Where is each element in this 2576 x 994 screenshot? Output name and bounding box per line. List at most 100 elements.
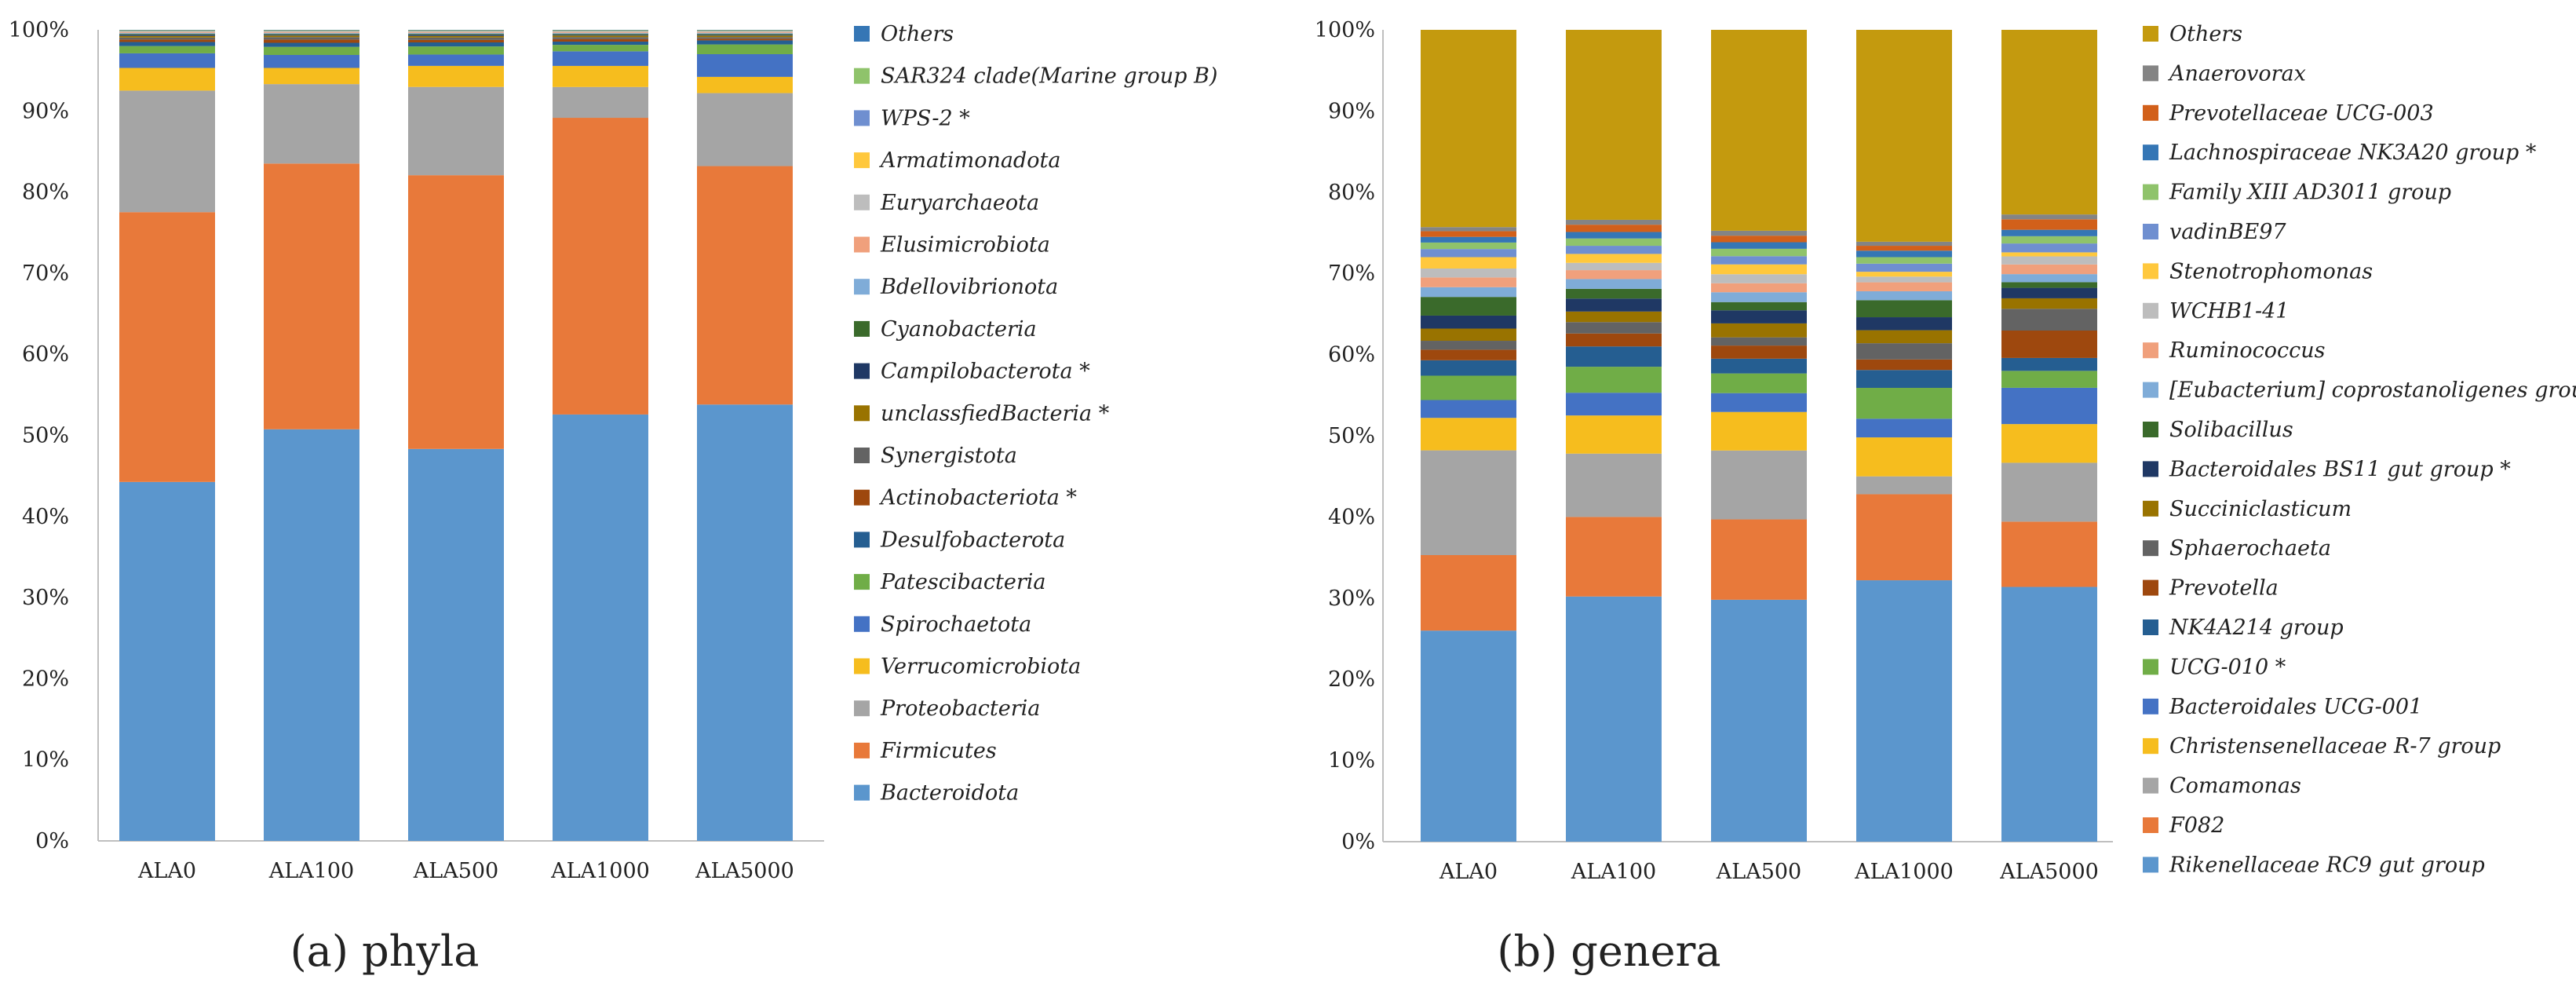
bar-segment xyxy=(553,31,648,33)
x-category-label: ALA0 xyxy=(137,859,196,883)
bar-segment xyxy=(697,93,793,166)
bar-segment xyxy=(1566,279,1662,289)
bar-segment xyxy=(1566,393,1662,416)
bar-segment xyxy=(1856,580,1952,842)
legend-label: UCG-010 * xyxy=(2169,655,2286,679)
bar-segment xyxy=(119,31,215,32)
y-tick-label: 80% xyxy=(1328,181,1375,205)
legend-swatch xyxy=(854,405,870,422)
legend-swatch xyxy=(2143,26,2158,42)
bar-segment xyxy=(1566,453,1662,517)
legend-swatch xyxy=(2143,540,2158,557)
legend-label: Spirochaetota xyxy=(881,612,1031,637)
x-category-label: ALA1000 xyxy=(1854,860,1954,884)
bar-segment xyxy=(119,42,215,46)
bar-segment xyxy=(2001,30,2097,215)
y-tick-label: 10% xyxy=(22,748,69,773)
bar-segment xyxy=(2001,587,2097,842)
legend-label: NK4A214 group xyxy=(2169,616,2344,640)
bar-segment xyxy=(408,54,504,66)
legend-label: Patescibacteria xyxy=(880,570,1045,594)
bar-segment xyxy=(2001,229,2097,236)
y-tick-label: 10% xyxy=(1328,749,1375,773)
bar-segment xyxy=(1711,230,1807,236)
bar-segment xyxy=(408,86,504,176)
legend-swatch xyxy=(2143,342,2158,359)
bar-segment xyxy=(1421,30,1516,228)
bar-segment xyxy=(2001,214,2097,220)
legend-label: Stenotrophomonas xyxy=(2169,259,2373,283)
bar-segment xyxy=(119,90,215,213)
bar-segment xyxy=(1856,291,1952,301)
bar-segment xyxy=(1711,264,1807,275)
legend-label: Comamonas xyxy=(2169,774,2301,798)
genera-chart-panel: 0% 10% 20% 30% 40% 50% 60% 70% 80% 90% 100% ALA0 ALA… xyxy=(1315,18,2576,976)
bar-segment xyxy=(697,38,793,41)
bar-segment xyxy=(1566,262,1662,271)
legend-swatch xyxy=(2143,144,2158,161)
y-tick-label: 70% xyxy=(22,261,69,286)
bar-segment xyxy=(697,33,793,35)
bar-segment xyxy=(264,84,359,164)
legend-swatch xyxy=(2143,817,2158,833)
bar-segment xyxy=(1421,268,1516,278)
bar-segment xyxy=(2001,256,2097,265)
bar-segment xyxy=(1856,418,1952,438)
bar-segment xyxy=(2001,236,2097,244)
bar-segment xyxy=(553,33,648,35)
bar-segment xyxy=(2001,331,2097,358)
bar-segment xyxy=(2001,264,2097,275)
bar-segment xyxy=(1421,341,1516,350)
legend-swatch xyxy=(2143,619,2158,635)
bar-segment xyxy=(408,42,504,47)
bar-segment xyxy=(119,212,215,482)
legend-label: Christensenellaceae R-7 group xyxy=(2169,734,2501,758)
legend-label: Verrucomicrobiota xyxy=(881,655,1081,679)
bar-segment xyxy=(1566,298,1662,312)
bar-segment xyxy=(2001,371,2097,388)
bar-segment xyxy=(119,32,215,34)
bar-segment xyxy=(697,76,793,93)
legend-label: Anaerovorax xyxy=(2167,61,2306,86)
bar-segment xyxy=(1711,373,1807,393)
bar-segment xyxy=(1856,494,1952,581)
bar-segment xyxy=(1856,30,1952,242)
legend-swatch xyxy=(854,236,870,253)
bar-segment xyxy=(697,44,793,54)
legend-swatch xyxy=(854,26,870,42)
bar-segment xyxy=(1711,236,1807,243)
legend-swatch xyxy=(2143,777,2158,794)
bar-segment xyxy=(1711,337,1807,346)
legend-swatch xyxy=(854,320,870,337)
y-tick-label: 40% xyxy=(22,505,69,529)
bar-segment xyxy=(1566,311,1662,323)
bar-segment xyxy=(2001,274,2097,283)
bar-segment xyxy=(1711,519,1807,600)
bar-segment xyxy=(1711,242,1807,249)
bar-segment xyxy=(408,32,504,34)
bar-segment xyxy=(2001,287,2097,298)
bar-segment xyxy=(1856,272,1952,277)
bar-segment xyxy=(1711,248,1807,257)
bar-segment xyxy=(408,46,504,55)
bar-segment xyxy=(1856,241,1952,247)
legend-label: Synergistota xyxy=(881,444,1017,468)
bar-segment xyxy=(1566,517,1662,597)
legend-label: SAR324 clade(Marine group B) xyxy=(881,64,1217,89)
legend-label: Sphaerochaeta xyxy=(2169,536,2331,561)
bar-segment xyxy=(1566,232,1662,239)
legend-swatch xyxy=(854,68,870,84)
bar-segment xyxy=(1566,219,1662,225)
bar-segment xyxy=(1711,323,1807,338)
x-category-label: ALA5000 xyxy=(1999,860,2099,884)
bar-segment xyxy=(1421,349,1516,360)
bar-segment xyxy=(1856,317,1952,331)
legend-swatch xyxy=(854,742,870,758)
bar-segment xyxy=(1856,300,1952,318)
bar-segment xyxy=(1421,242,1516,250)
legend-label: Ruminococcus xyxy=(2169,338,2325,363)
bar-segment xyxy=(264,429,359,841)
legend-label: Solibacillus xyxy=(2169,418,2293,442)
bar-segment xyxy=(264,34,359,35)
